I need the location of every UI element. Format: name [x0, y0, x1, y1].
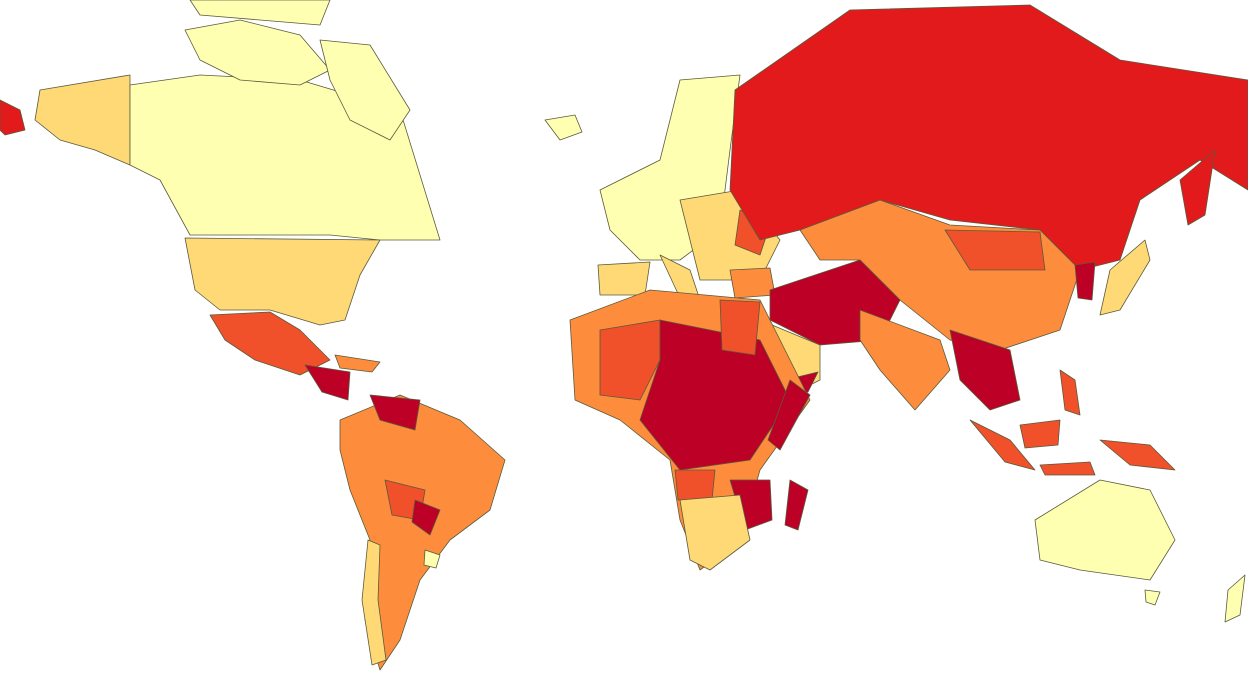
region	[1224, 574, 1246, 623]
region	[767, 379, 811, 451]
region	[319, 39, 411, 141]
region	[1179, 149, 1216, 226]
region	[674, 469, 716, 501]
region	[729, 4, 1248, 271]
region	[544, 114, 583, 141]
region	[189, 0, 331, 26]
region	[949, 329, 1021, 411]
region	[1074, 261, 1096, 301]
region	[1034, 479, 1176, 581]
region	[304, 364, 351, 401]
region	[334, 354, 381, 373]
region	[679, 494, 751, 571]
region	[0, 99, 26, 136]
region	[1019, 419, 1061, 449]
region	[1144, 589, 1161, 606]
region	[361, 539, 387, 666]
region	[597, 261, 651, 296]
region	[639, 319, 791, 471]
region	[34, 74, 131, 166]
region	[184, 19, 331, 86]
region	[599, 319, 661, 401]
region	[423, 549, 441, 569]
region	[369, 394, 421, 431]
region	[411, 499, 441, 536]
region	[1099, 439, 1176, 471]
region	[729, 267, 776, 299]
region	[1039, 461, 1096, 476]
region	[1059, 369, 1081, 416]
region	[184, 237, 381, 326]
region	[784, 479, 809, 531]
region	[969, 419, 1036, 471]
region	[859, 309, 951, 411]
region	[339, 394, 506, 671]
region	[944, 229, 1046, 271]
region	[1099, 239, 1151, 316]
region	[719, 299, 761, 356]
